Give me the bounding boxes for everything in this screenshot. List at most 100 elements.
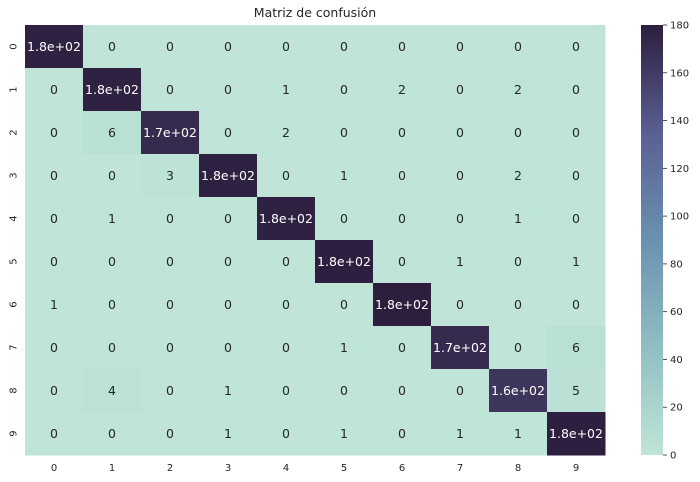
colorbar-tick-label: 0 [670,451,676,462]
cell-value-label: 0 [456,168,464,183]
heatmap-cell [373,111,432,155]
cell-value-label: 0 [50,168,58,183]
cell-value-label: 0 [398,383,406,398]
heatmap-cell [199,111,258,155]
heatmap-cell [141,369,200,413]
heatmap-cell [141,283,200,327]
cell-value-label: 1 [108,211,116,226]
x-tick-label: 9 [573,463,579,474]
chart-title: Matriz de confusión [253,5,377,20]
cell-value-label: 0 [224,340,232,355]
x-tick-label: 1 [109,463,115,474]
cell-value-label: 0 [340,297,348,312]
colorbar [641,25,663,455]
y-tick-label: 2 [9,129,20,135]
heatmap-cell [141,111,200,155]
colorbar-tick-label: 160 [670,68,689,79]
x-tick-label: 0 [51,463,57,474]
heatmap-cell [315,68,374,112]
cell-value-label: 1 [282,82,290,97]
y-axis-ticks: 0 1 2 3 4 5 6 7 8 9 [9,43,20,436]
heatmap-cell [489,369,548,413]
cell-value-label: 0 [166,82,174,97]
heatmap-cell [547,25,606,69]
heatmap-cell [257,240,316,284]
heatmap-cell [547,111,606,155]
x-axis-ticks: 0 1 2 3 4 5 6 7 8 9 [51,463,579,474]
heatmap-cell [83,369,142,413]
cell-value-label: 1 [572,254,580,269]
cell-value-label: 5 [572,383,580,398]
cell-value-label: 0 [572,168,580,183]
heatmap-cell [25,111,84,155]
cell-value-label: 1.7e+02 [433,340,487,355]
heatmap-cell [141,240,200,284]
cell-value-label: 0 [108,254,116,269]
cell-value-label: 0 [108,168,116,183]
cell-value-label: 0 [282,340,290,355]
cell-value-label: 0 [50,211,58,226]
heatmap-cell [25,197,84,241]
heatmap-cell [25,283,84,327]
cell-value-label: 1 [340,168,348,183]
colorbar-tick-label: 20 [670,403,683,414]
y-tick-label: 6 [9,301,20,307]
cell-value-label: 1.8e+02 [317,254,371,269]
heatmap-cell [25,369,84,413]
cell-value-label: 0 [108,297,116,312]
heatmap-cell [489,111,548,155]
cell-value-label: 0 [224,39,232,54]
heatmap-cell [431,25,490,69]
cell-value-label: 1 [50,297,58,312]
cell-value-label: 0 [282,254,290,269]
heatmap-cell [315,369,374,413]
heatmap-cell [257,154,316,198]
y-tick-label: 5 [9,258,20,264]
heatmap-cell [547,283,606,327]
heatmap-cell [25,68,84,112]
cell-value-label: 0 [50,383,58,398]
x-tick-label: 3 [225,463,231,474]
heatmap-cell [315,412,374,456]
cell-value-label: 0 [514,340,522,355]
cell-value-label: 1 [224,383,232,398]
cell-value-label: 2 [514,82,522,97]
cell-value-label: 0 [514,125,522,140]
cell-value-label: 1 [456,254,464,269]
heatmap-cell [257,197,316,241]
cell-value-label: 1 [340,426,348,441]
heatmap-cell [373,68,432,112]
cell-value-label: 0 [340,125,348,140]
colorbar-tick-label: 100 [670,212,689,223]
heatmap-cell [315,326,374,370]
heatmap-cell [373,240,432,284]
x-tick-label: 4 [283,463,289,474]
heatmap-cell [489,25,548,69]
heatmap-cell [431,283,490,327]
heatmap-cell [83,240,142,284]
cell-value-label: 0 [514,254,522,269]
heatmap-cell [199,283,258,327]
heatmap-cell [199,326,258,370]
y-tick-label: 0 [9,43,20,49]
heatmap-cell [257,25,316,69]
cell-value-label: 6 [572,340,580,355]
heatmap-cell [431,240,490,284]
heatmap-cell [141,326,200,370]
cell-value-label: 2 [398,82,406,97]
cell-value-label: 0 [456,39,464,54]
heatmap-cell [257,369,316,413]
heatmap-cell [315,197,374,241]
heatmap-cell [199,68,258,112]
colorbar-ticks: 0 20 40 60 80 100 120 140 160 180 [663,21,689,462]
heatmap-cell [431,154,490,198]
heatmap-cell [141,412,200,456]
cell-value-label: 0 [398,125,406,140]
heatmap-cell [547,68,606,112]
cell-value-label: 0 [282,168,290,183]
cell-value-label: 1.8e+02 [259,211,313,226]
cell-value-label: 0 [50,82,58,97]
cell-value-label: 0 [224,297,232,312]
cell-value-label: 0 [340,82,348,97]
heatmap-cell-labels: 1.8e+02 0 0 0 0 0 0 0 0 0 0 1.8e+02 0 0 1 0 2 0 2 0 0 6 1.7e+0… [27,39,603,441]
